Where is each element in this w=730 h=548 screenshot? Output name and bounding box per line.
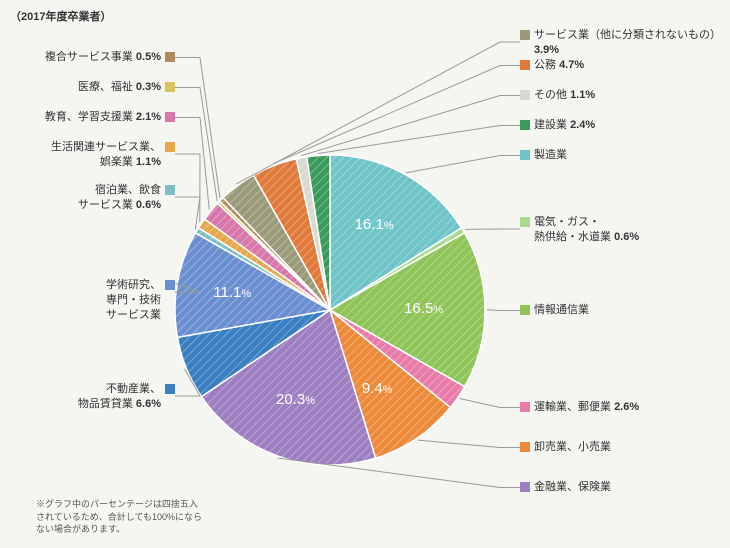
legend-label: 医療、福祉 0.3% (78, 80, 161, 95)
legend-swatch (520, 150, 530, 160)
legend-label: 不動産業、物品賃貸業 6.6% (78, 382, 161, 412)
legend-label: 情報通信業 (534, 303, 589, 318)
legend-item: 電気・ガス・熱供給・水道業 0.6% (520, 215, 639, 245)
slice-percent-label: 9.4% (362, 380, 393, 397)
legend-item: 金融業、保険業 (520, 480, 611, 495)
slice-percent-label: 16.5% (404, 300, 443, 317)
legend-swatch (165, 112, 175, 122)
leader-line (487, 310, 520, 311)
legend-item: その他 1.1% (520, 88, 595, 103)
legend-item: 医療、福祉 0.3% (78, 80, 175, 95)
legend-item: 公務 4.7% (520, 58, 584, 73)
legend-item: 複合サービス事業 0.5% (45, 50, 175, 65)
slice-percent-label: 20.3% (276, 391, 315, 408)
legend-label: 生活関連サービス業、娯楽業 1.1% (51, 140, 161, 170)
legend-swatch (520, 402, 530, 412)
legend-swatch (520, 30, 530, 40)
legend-label: 建設業 2.4% (534, 118, 595, 133)
legend-label: 公務 4.7% (534, 58, 584, 73)
legend-item: 生活関連サービス業、娯楽業 1.1% (51, 140, 175, 170)
slice-percent-label: 16.1% (355, 216, 394, 233)
legend-item: 建設業 2.4% (520, 118, 595, 133)
leader-line (318, 126, 520, 154)
legend-swatch (165, 82, 175, 92)
legend-swatch (165, 52, 175, 62)
legend-label: 卸売業、小売業 (534, 440, 611, 455)
legend-label: 運輸業、郵便業 2.6% (534, 400, 639, 415)
legend-item: 運輸業、郵便業 2.6% (520, 400, 639, 415)
legend-item: 宿泊業、飲食サービス業 0.6% (78, 183, 175, 213)
legend-swatch (520, 120, 530, 130)
legend-item: 情報通信業 (520, 303, 589, 318)
legend-swatch (520, 305, 530, 315)
legend-item: 不動産業、物品賃貸業 6.6% (78, 382, 175, 412)
legend-label: 金融業、保険業 (534, 480, 611, 495)
leader-line (274, 66, 520, 164)
legend-label: 学術研究、専門・技術サービス業 (106, 278, 161, 323)
leader-line (175, 118, 209, 210)
leader-line (175, 197, 200, 229)
legend-item: 教育、学習支援業 2.1% (45, 110, 175, 125)
legend-item: サービス業（他に分類されないもの） 3.9% (520, 28, 730, 58)
legend-label: 電気・ガス・熱供給・水道業 0.6% (534, 215, 639, 245)
legend-swatch (165, 384, 175, 394)
legend-label: 教育、学習支援業 2.1% (45, 110, 161, 125)
leader-line (278, 458, 520, 487)
legend-label: サービス業（他に分類されないもの） 3.9% (534, 28, 730, 58)
leader-line (418, 440, 520, 447)
legend-label: 宿泊業、飲食サービス業 0.6% (78, 183, 161, 213)
legend-label: 製造業 (534, 148, 567, 163)
legend-swatch (165, 280, 175, 290)
legend-swatch (165, 185, 175, 195)
legend-swatch (520, 60, 530, 70)
leader-line (175, 88, 217, 201)
leader-line (406, 156, 520, 173)
legend-swatch (520, 442, 530, 452)
leader-line (175, 154, 200, 222)
legend-swatch (520, 217, 530, 227)
legend-swatch (520, 90, 530, 100)
legend-item: 卸売業、小売業 (520, 440, 611, 455)
legend-item: 学術研究、専門・技術サービス業 (106, 278, 175, 323)
legend-swatch (520, 482, 530, 492)
legend-label: 複合サービス事業 0.5% (45, 50, 161, 65)
legend-item: 製造業 (520, 148, 567, 163)
slice-percent-label: 11.1% (213, 284, 251, 301)
legend-label: その他 1.1% (534, 88, 595, 103)
footnote: ※グラフ中のパーセンテージは四捨五入されているため、合計しても100%にならない… (36, 498, 206, 536)
leader-line (460, 399, 520, 408)
legend-swatch (165, 142, 175, 152)
